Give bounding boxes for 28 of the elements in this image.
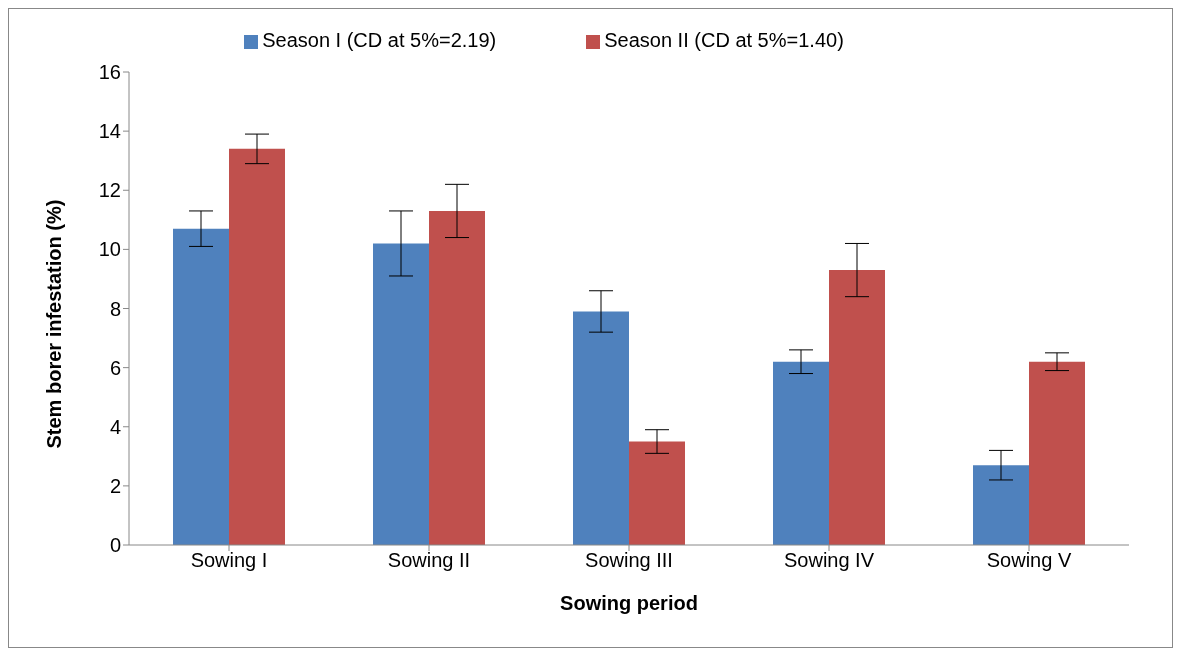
- legend-label: Season I (CD at 5%=2.19): [262, 29, 497, 51]
- bar: [973, 465, 1029, 545]
- bar: [173, 228, 229, 545]
- x-tick-label: Sowing III: [585, 549, 673, 572]
- x-axis-title: Sowing period: [560, 592, 698, 614]
- y-tick-label: 6: [109, 356, 121, 379]
- x-tick-label: Sowing V: [986, 549, 1072, 572]
- y-tick-label: 14: [98, 120, 121, 143]
- y-tick-label: 0: [109, 534, 121, 557]
- y-tick-label: 12: [98, 179, 121, 202]
- bar: [229, 148, 285, 545]
- bar: [573, 311, 629, 545]
- y-tick-label: 16: [98, 61, 121, 84]
- x-tick-label: Sowing II: [387, 549, 471, 572]
- bar: [373, 243, 429, 545]
- y-tick-label: 10: [98, 238, 121, 261]
- bar: [1029, 361, 1085, 545]
- bar: [429, 210, 485, 545]
- y-axis-title: Stem borer infestation (%): [43, 199, 66, 449]
- y-tick-label: 4: [109, 415, 121, 438]
- x-tick-label: Sowing I: [190, 549, 268, 572]
- bar: [773, 361, 829, 545]
- bar: [629, 441, 685, 545]
- x-tick-label: Sowing IV: [783, 549, 875, 572]
- y-tick-label: 8: [109, 297, 121, 320]
- y-tick-label: 2: [109, 474, 121, 497]
- legend-label: Season II (CD at 5%=1.40): [604, 29, 844, 51]
- bar: [829, 270, 885, 545]
